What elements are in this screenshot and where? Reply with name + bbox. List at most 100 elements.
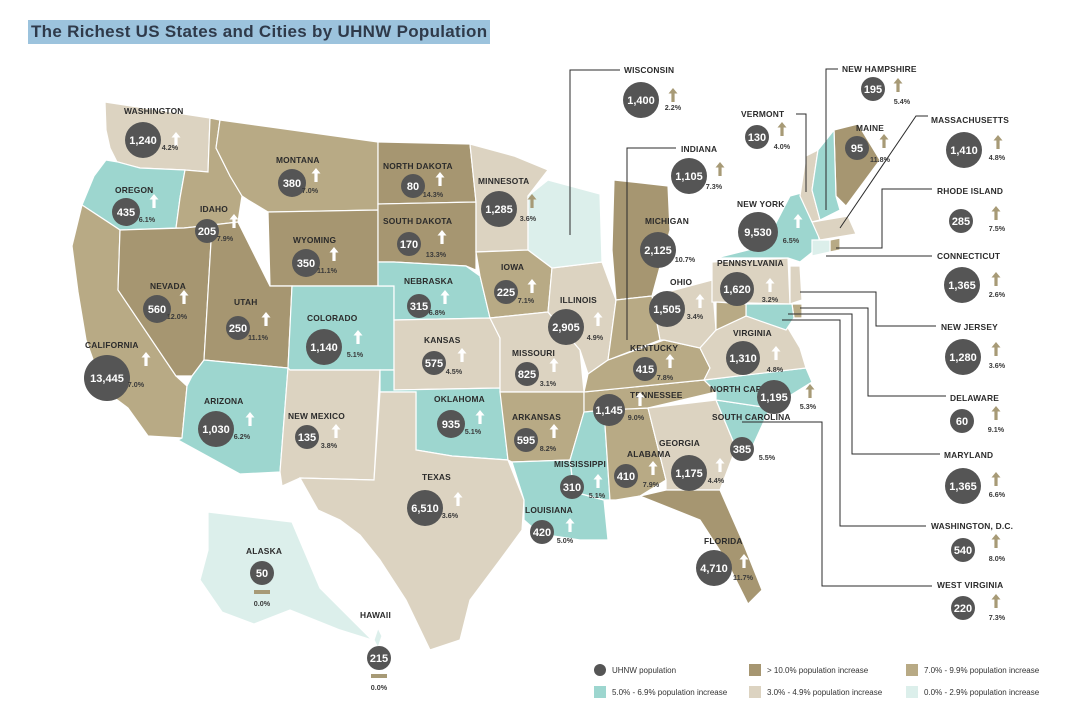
- maine-value: 95: [851, 143, 863, 155]
- callout-new-hampshire: NEW HAMPSHIRE 195 5.4%: [842, 64, 917, 106]
- legend-3-0-4-9-population-increase-label: 3.0% - 4.9% population increase: [767, 688, 883, 697]
- callout-new-jersey: NEW JERSEY 1,280 3.6%: [941, 322, 1006, 375]
- kansas-bubble: [422, 351, 446, 375]
- north-carolina-pct: 5.3%: [800, 402, 817, 411]
- montana-label: MONTANA: [276, 155, 320, 165]
- callout-rhode-island: RHODE ISLAND 285 7.5%: [937, 186, 1006, 233]
- north-carolina-label: NORTH CAROLINA: [710, 384, 789, 394]
- utah-pct: 11.1%: [248, 333, 269, 342]
- virginia-label: VIRGINIA: [733, 328, 772, 338]
- tennessee-value: 1,145: [595, 405, 623, 417]
- washington-arrow-up-icon: [171, 132, 181, 146]
- wyoming-bubble: [292, 249, 320, 277]
- alaska-label: ALASKA: [246, 546, 282, 556]
- nevada-bubble: [143, 295, 171, 323]
- legend-7-0-9-9-population-increase-swatch: [906, 664, 918, 676]
- state-markers: WASHINGTON 1,240 4.2% OREGON 435 6.1% CALIFORN…: [84, 106, 891, 692]
- north-carolina-value: 1,195: [760, 392, 788, 404]
- utah-arrow-up-icon: [261, 312, 271, 326]
- california-bubble: [84, 355, 130, 401]
- idaho-label: IDAHO: [200, 204, 228, 214]
- kentucky-value: 415: [636, 364, 654, 376]
- washington-d-c-arrow-up-icon: [991, 534, 1001, 548]
- alaska-pct: 0.0%: [254, 599, 271, 608]
- shape-south-dakota: [377, 201, 477, 271]
- maryland-pct: 6.6%: [989, 490, 1006, 499]
- leader-line-indiana: [626, 147, 676, 340]
- wyoming-pct: 11.1%: [317, 266, 338, 275]
- state-tennessee: TENNESSEE 1,145 9.0%: [593, 390, 683, 426]
- washington-value: 1,240: [129, 135, 157, 147]
- louisiana-bubble: [530, 520, 554, 544]
- wyoming-value: 350: [297, 258, 315, 270]
- south-carolina-label: SOUTH CAROLINA: [712, 412, 791, 422]
- washington-pct: 4.2%: [162, 143, 179, 152]
- utah-value: 250: [229, 323, 247, 335]
- shape-kansas: [393, 317, 501, 391]
- maryland-label: MARYLAND: [944, 450, 993, 460]
- north-dakota-pct: 14.3%: [423, 190, 444, 199]
- shape-texas: [298, 391, 525, 651]
- shape-massachusetts: [811, 215, 857, 241]
- ohio-arrow-up-icon: [695, 294, 705, 308]
- alaska-bubble: [250, 561, 274, 585]
- arkansas-label: ARKANSAS: [512, 412, 561, 422]
- kentucky-arrow-up-icon: [665, 354, 675, 368]
- leader-line-rhode-island: [836, 188, 932, 249]
- pennsylvania-value: 1,620: [723, 284, 751, 296]
- vermont-bubble: [745, 125, 769, 149]
- arkansas-pct: 8.2%: [540, 444, 557, 453]
- ohio-bubble: [649, 291, 685, 327]
- pennsylvania-pct: 3.2%: [762, 295, 779, 304]
- legend-5-0-6-9-population-increase: 5.0% - 6.9% population increase: [594, 686, 728, 698]
- north-carolina-arrow-up-icon: [805, 384, 815, 398]
- shape-florida: [637, 489, 763, 606]
- colorado-arrow-up-icon: [353, 330, 363, 344]
- legend-uhnw-population: UHNW population: [594, 664, 676, 676]
- massachusetts-label: MASSACHUSETTS: [931, 115, 1009, 125]
- illinois-value: 2,905: [552, 322, 580, 334]
- oklahoma-pct: 5.1%: [465, 427, 482, 436]
- georgia-value: 1,175: [675, 468, 703, 480]
- connecticut-value: 1,365: [948, 280, 976, 292]
- shape-new-jersey: [789, 265, 803, 305]
- callout-wisconsin: WISCONSIN 1,400 2.2%: [623, 65, 682, 118]
- massachusetts-bubble: [946, 132, 982, 168]
- delaware-label: DELAWARE: [950, 393, 999, 403]
- missouri-arrow-up-icon: [549, 358, 559, 372]
- delaware-pct: 9.1%: [988, 425, 1005, 434]
- massachusetts-arrow-up-icon: [993, 135, 1003, 149]
- michigan-value: 2,125: [644, 245, 672, 257]
- new-mexico-bubble: [295, 425, 319, 449]
- state-new-mexico: NEW MEXICO 135 3.8%: [288, 411, 345, 450]
- indiana-bubble: [671, 158, 707, 194]
- texas-arrow-up-icon: [453, 492, 463, 506]
- mississippi-arrow-up-icon: [593, 474, 603, 488]
- shape-colorado: [287, 285, 395, 371]
- south-dakota-pct: 13.3%: [426, 250, 447, 259]
- florida-arrow-up-icon: [739, 554, 749, 568]
- oklahoma-arrow-up-icon: [475, 410, 485, 424]
- state-nebraska: NEBRASKA 315 6.8%: [404, 276, 453, 318]
- alabama-bubble: [614, 464, 638, 488]
- west-virginia-arrow-up-icon: [991, 594, 1001, 608]
- new-jersey-arrow-up-icon: [991, 342, 1001, 356]
- state-florida: FLORIDA 4,710 11.7%: [696, 536, 754, 586]
- wisconsin-label: WISCONSIN: [624, 65, 674, 75]
- california-label: CALIFORNIA: [85, 340, 139, 350]
- state-new-york: NEW YORK 9,530 6.5%: [737, 199, 803, 252]
- colorado-pct: 5.1%: [347, 350, 364, 359]
- kentucky-pct: 7.8%: [657, 373, 674, 382]
- legend-3-0-4-9-population-increase: 3.0% - 4.9% population increase: [749, 686, 883, 698]
- rhode-island-label: RHODE ISLAND: [937, 186, 1003, 196]
- ohio-label: OHIO: [670, 277, 692, 287]
- missouri-pct: 3.1%: [540, 379, 557, 388]
- montana-value: 380: [283, 178, 301, 190]
- legend-uhnw-population-label: UHNW population: [612, 666, 676, 675]
